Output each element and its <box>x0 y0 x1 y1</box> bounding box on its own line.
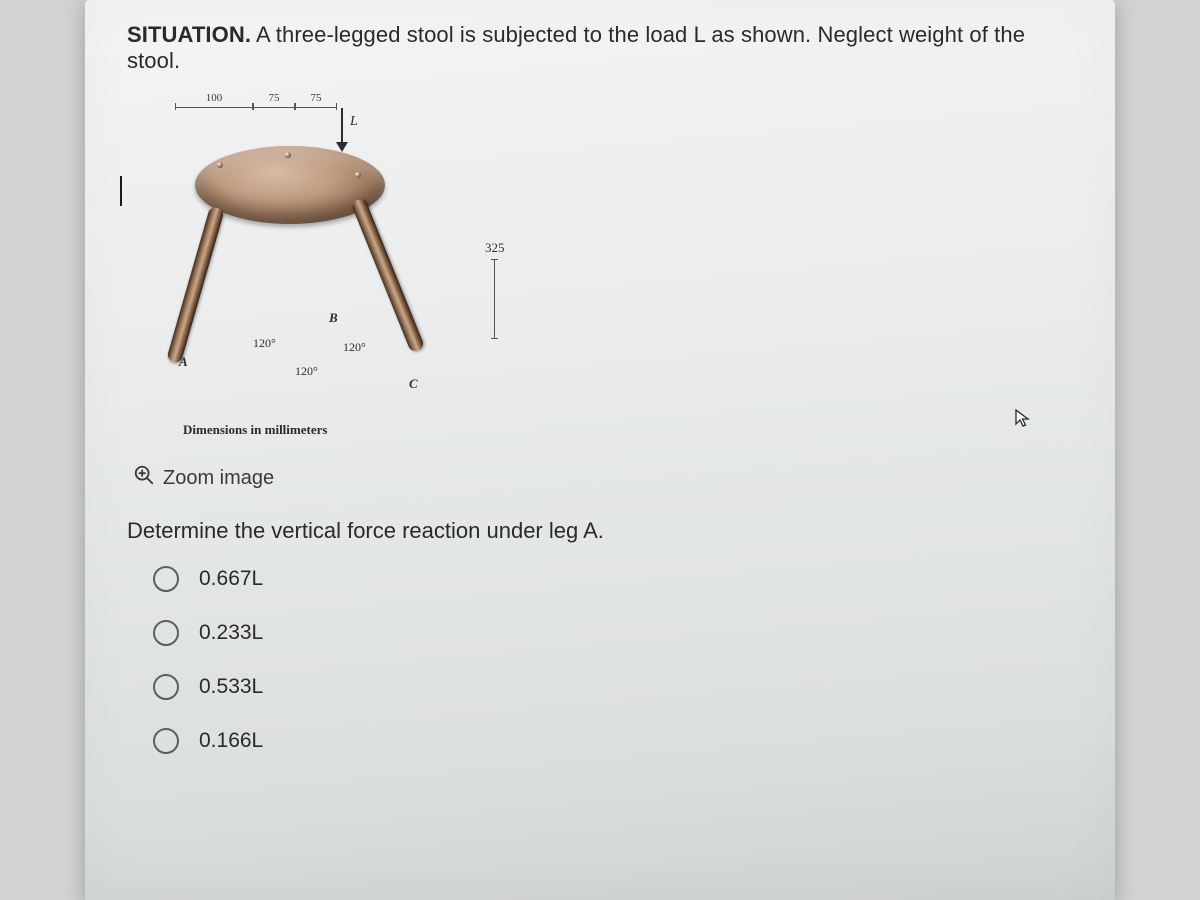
question-card: SITUATION. A three-legged stool is subje… <box>85 0 1115 900</box>
zoom-label: Zoom image <box>163 467 274 490</box>
seat-stud <box>355 172 361 178</box>
angle-annotations: 120° 120° 120° A B C <box>191 318 451 398</box>
angle-2: 120° <box>343 340 366 355</box>
option-0[interactable]: 0.667L <box>153 566 263 592</box>
seat-stud <box>285 152 291 158</box>
point-c-label: C <box>409 376 418 392</box>
radio-icon <box>153 674 179 700</box>
content-area: SITUATION. A three-legged stool is subje… <box>85 0 1115 754</box>
load-arrow: L <box>340 108 358 130</box>
option-1[interactable]: 0.233L <box>153 620 263 646</box>
answer-options: 0.667L 0.233L 0.533L 0.166L <box>153 566 1075 754</box>
dim-bar-icon <box>494 259 495 339</box>
situation-body: A three-legged stool is subjected to the… <box>127 22 1025 73</box>
figure-caption: Dimensions in millimeters <box>183 422 495 438</box>
figure-container: 100 75 75 L 120° 120° <box>155 90 495 438</box>
option-2[interactable]: 0.533L <box>153 674 263 700</box>
situation-label: SITUATION. <box>127 22 251 47</box>
cursor-pointer-icon <box>1013 408 1033 433</box>
radio-icon <box>153 620 179 646</box>
height-label: 325 <box>485 240 505 256</box>
height-dimension: 325 <box>485 240 505 342</box>
zoom-image-button[interactable]: Zoom image <box>133 464 274 492</box>
dim-mid: 75 <box>253 92 295 108</box>
dim-left: 100 <box>175 92 253 108</box>
point-a-label: A <box>179 354 188 370</box>
angle-1: 120° <box>253 336 276 351</box>
situation-text: SITUATION. A three-legged stool is subje… <box>127 22 1075 74</box>
dim-right: 75 <box>295 92 337 108</box>
option-label: 0.166L <box>199 729 263 753</box>
option-3[interactable]: 0.166L <box>153 728 263 754</box>
radio-icon <box>153 728 179 754</box>
magnifier-plus-icon <box>133 464 155 492</box>
load-label: L <box>350 114 358 130</box>
radio-icon <box>153 566 179 592</box>
option-label: 0.533L <box>199 675 263 699</box>
stool-figure: 100 75 75 L 120° 120° <box>155 90 495 420</box>
seat-stud <box>217 162 223 168</box>
point-b-label: B <box>329 310 338 326</box>
top-dimensions: 100 75 75 <box>175 92 337 108</box>
text-caret <box>120 176 122 206</box>
option-label: 0.667L <box>199 567 263 591</box>
angle-3: 120° <box>295 364 318 379</box>
question-text: Determine the vertical force reaction un… <box>127 518 1075 544</box>
option-label: 0.233L <box>199 621 263 645</box>
